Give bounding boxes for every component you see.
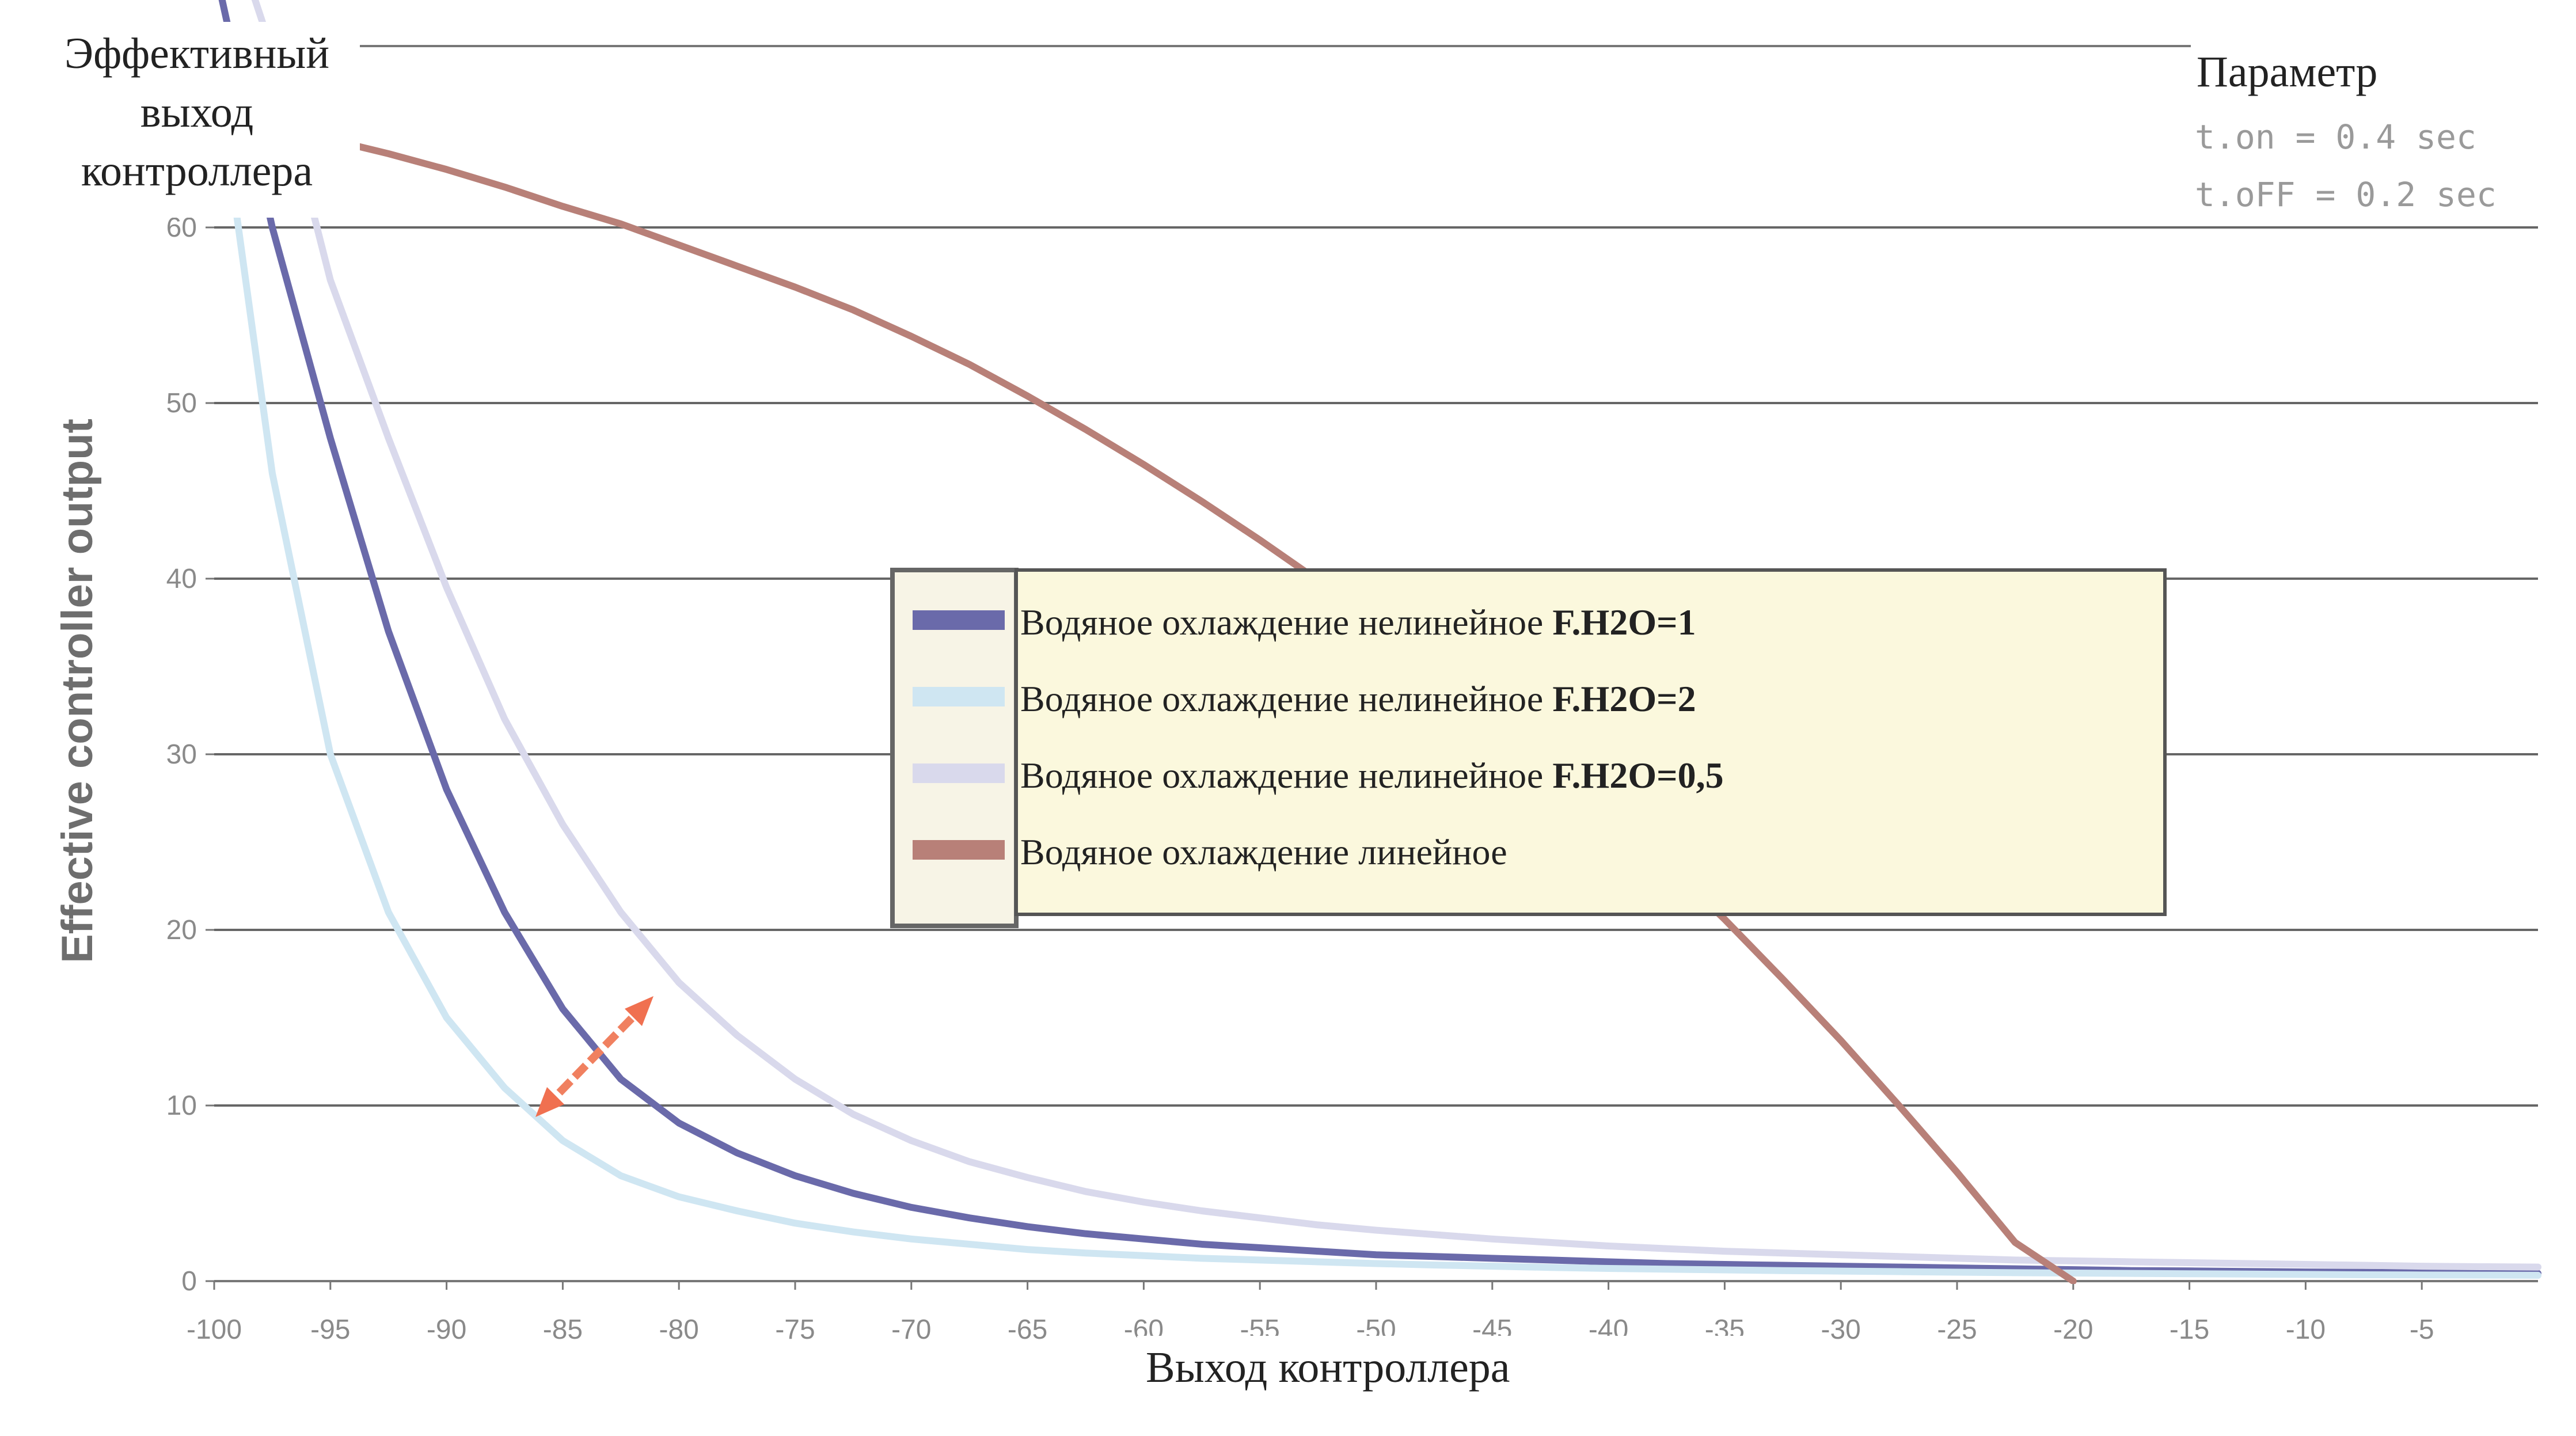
x-tick-label: -100 — [187, 1315, 242, 1345]
x-tick-label: -95 — [310, 1315, 350, 1345]
x-tick-label: -70 — [891, 1315, 931, 1345]
parameter-line-ton: t.on = 0.4 sec — [2195, 117, 2476, 157]
legend-label-param: F.H2O=2 — [1552, 678, 1696, 719]
legend-label-param: F.H2O=0,5 — [1552, 755, 1723, 796]
arrow-annotation — [535, 996, 654, 1117]
legend-label-1: Водяное охлаждение нелинейное F.H2O=1 — [1020, 602, 1696, 643]
x-tick-labels: -100 -95 -90 -85 -80 -75 -70 -65 -60 -55 -50 -45 -40… — [187, 1281, 2434, 1345]
series-line-3 — [251, 0, 2541, 1271]
legend-label-3: Водяное охлаждение нелинейное F.H2O=0,5 — [1020, 755, 1724, 796]
legend-swatch-1 — [913, 610, 1005, 630]
parameter-title: Параметр — [2197, 48, 2377, 96]
legend: Водяное охлаждение нелинейное F.H2O=1Вод… — [890, 568, 2167, 928]
legend-label-text: Водяное охлаждение нелинейное — [1020, 602, 1552, 643]
legend-swatch-2 — [913, 687, 1005, 706]
xlabel-overlay-box — [1137, 1336, 1799, 1422]
x-tick-label: -25 — [1937, 1315, 1977, 1345]
x-tick-label: -30 — [1821, 1315, 1861, 1345]
parameter-line-toff: t.oFF = 0.2 sec — [2195, 175, 2497, 214]
y-tick-label: 0 — [181, 1266, 197, 1297]
y-tick-label: 40 — [166, 564, 197, 594]
x-tick-label: -90 — [427, 1315, 466, 1345]
series-line-2 — [214, 48, 2541, 1279]
y-tick-label: 30 — [166, 739, 197, 770]
x-tick-label: -15 — [2170, 1315, 2209, 1345]
y-tick-label: 10 — [166, 1091, 197, 1121]
series-lines — [214, 0, 2541, 1284]
x-tick-label: -85 — [543, 1315, 583, 1345]
ylabel-overlay-line2: выход — [140, 88, 254, 136]
series-line-4 — [214, 109, 2077, 1284]
legend-label-2: Водяное охлаждение нелинейное F.H2O=2 — [1020, 678, 1696, 719]
legend-label-text: Водяное охлаждение нелинейное — [1020, 678, 1552, 719]
legend-swatch-3 — [913, 763, 1005, 783]
x-tick-label: -65 — [1008, 1315, 1047, 1345]
legend-label-4: Водяное охлаждение линейное — [1020, 831, 1507, 872]
x-tick-label: -20 — [2053, 1315, 2093, 1345]
ylabel-overlay-line3: контроллера — [81, 147, 313, 195]
x-tick-label: -80 — [659, 1315, 699, 1345]
legend-label-param: F.H2O=1 — [1552, 602, 1696, 643]
y-axis-label: Effective controller output — [53, 419, 102, 963]
y-tick-label: 20 — [166, 915, 197, 945]
legend-label-text: Водяное охлаждение нелинейное — [1020, 755, 1552, 796]
legend-label-text: Водяное охлаждение линейное — [1020, 831, 1507, 872]
legend-swatch-4 — [913, 840, 1005, 860]
ylabel-overlay-box — [35, 22, 360, 218]
ylabel-overlay-line1: Эффективный — [64, 29, 329, 78]
x-tick-label: -5 — [2410, 1315, 2434, 1345]
y-tick-label: 50 — [166, 388, 197, 419]
x-axis-label: Выход контроллера — [1146, 1343, 1510, 1392]
x-tick-label: -10 — [2286, 1315, 2326, 1345]
legend-box — [1015, 568, 2167, 916]
x-tick-label: -75 — [775, 1315, 815, 1345]
parameter-box — [2191, 40, 2559, 225]
